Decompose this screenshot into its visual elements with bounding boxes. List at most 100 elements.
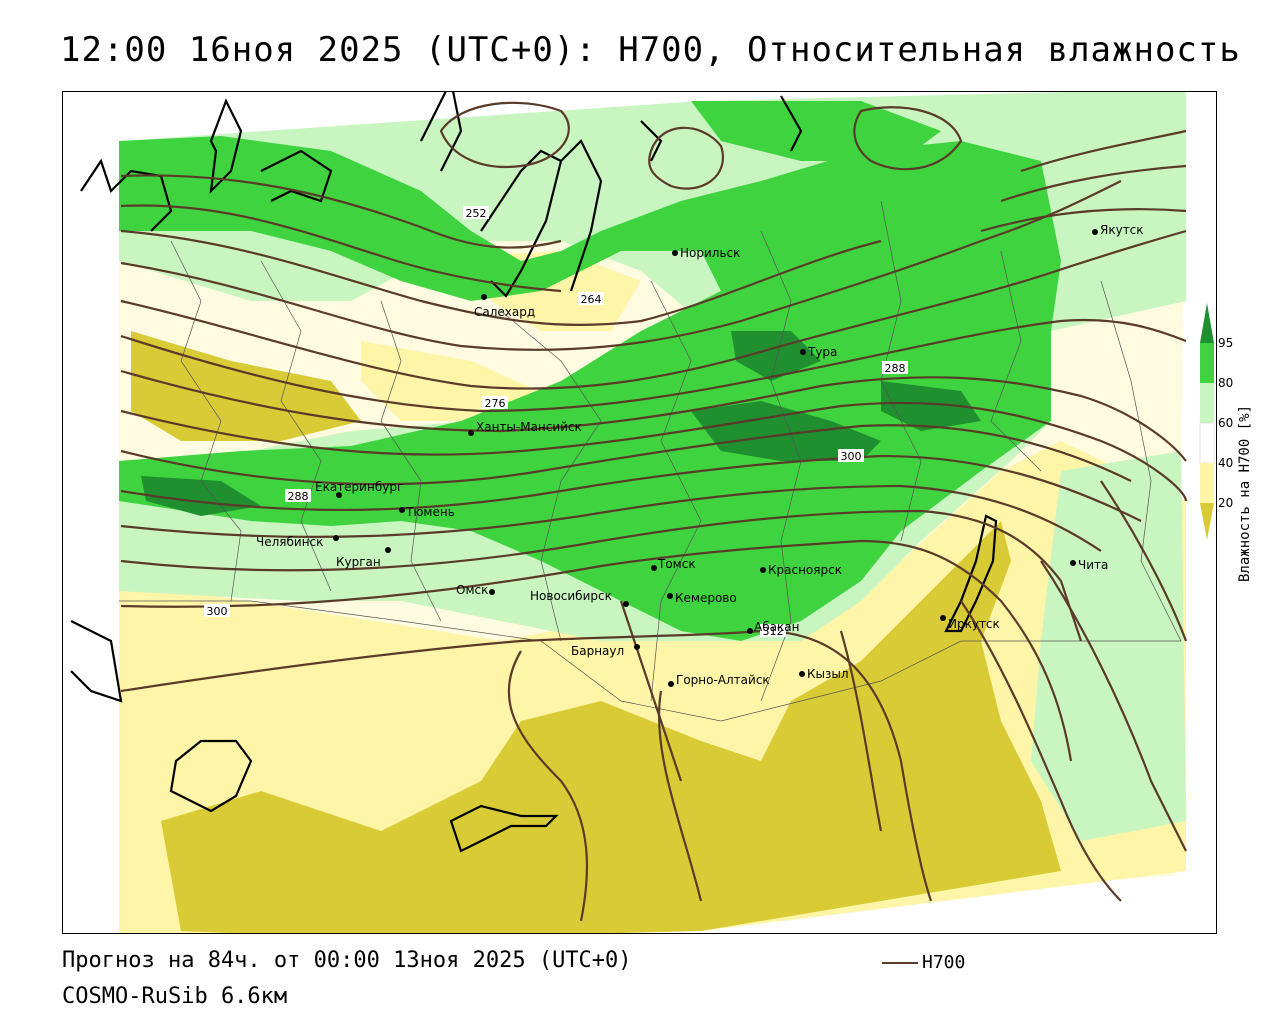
city-label: Екатеринбург bbox=[315, 480, 403, 494]
svg-text:288: 288 bbox=[885, 362, 906, 375]
legend-tick-80: 80 bbox=[1218, 376, 1233, 390]
h700-contour-line bbox=[120, 401, 1188, 502]
city-dot bbox=[336, 492, 342, 498]
h700-contour-line bbox=[1000, 164, 1187, 203]
coastlines bbox=[70, 92, 998, 853]
city-dot bbox=[667, 593, 673, 599]
h700-contour-line bbox=[960, 600, 1122, 902]
city-label: Чита bbox=[1078, 558, 1108, 572]
city-marker: Тюмень bbox=[399, 505, 455, 519]
city-marker: Томск bbox=[651, 557, 696, 571]
city-marker: Иркутск bbox=[940, 615, 1000, 631]
city-dot bbox=[651, 565, 657, 571]
city-label: Томск bbox=[657, 557, 696, 571]
h700-contour-line bbox=[120, 454, 1142, 522]
city-label: Курган bbox=[336, 555, 381, 569]
legend-swatch-80 bbox=[1200, 343, 1214, 383]
city-label: Красноярск bbox=[768, 563, 842, 577]
contour-label: 276 bbox=[482, 396, 508, 410]
svg-text:300: 300 bbox=[841, 450, 862, 463]
city-dot bbox=[385, 547, 391, 553]
city-marker: Ханты-Мансийск bbox=[468, 420, 582, 436]
contour-label: 288 bbox=[285, 489, 311, 503]
h700-contour-line bbox=[507, 650, 589, 922]
svg-text:264: 264 bbox=[581, 293, 602, 306]
h700-contour-line bbox=[120, 539, 1073, 762]
h700-contour-line bbox=[980, 208, 1187, 233]
city-marker: Горно-Алтайск bbox=[668, 673, 770, 687]
h700-contour-line bbox=[120, 424, 1132, 486]
legend-tick-40: 40 bbox=[1218, 456, 1233, 470]
city-dot bbox=[634, 644, 640, 650]
h700-contour-line bbox=[120, 174, 562, 249]
city-dot bbox=[940, 615, 946, 621]
contour-label: 252 bbox=[463, 206, 489, 220]
h700-contour-line bbox=[439, 101, 570, 168]
city-dot bbox=[333, 535, 339, 541]
city-marker: Новосибирск bbox=[530, 589, 629, 607]
city-label: Тура bbox=[807, 345, 837, 359]
h700-contour-line bbox=[648, 126, 724, 190]
legend-swatch-0 bbox=[1200, 503, 1214, 540]
humidity-zone-saturated bbox=[691, 401, 881, 461]
forecast-info: Прогноз на 84ч. от 00:00 13ноя 2025 (UTC… bbox=[62, 948, 632, 973]
city-label: Тюмень bbox=[405, 505, 455, 519]
city-label: Новосибирск bbox=[530, 589, 612, 603]
city-dot bbox=[800, 349, 806, 355]
city-dot bbox=[623, 601, 629, 607]
h700-contours bbox=[120, 101, 1188, 922]
contour-key-label: H700 bbox=[922, 952, 966, 973]
city-dot bbox=[799, 671, 805, 677]
humidity-zone-very-dry bbox=[161, 521, 1061, 933]
h700-contour-line bbox=[120, 204, 562, 293]
city-dot bbox=[468, 430, 474, 436]
city-label: Кемерово bbox=[675, 591, 737, 605]
humidity-zone-saturated bbox=[881, 381, 981, 431]
contour-label: 288 bbox=[882, 361, 908, 375]
city-marker: Барнаул bbox=[571, 644, 640, 658]
legend-tick-60: 60 bbox=[1218, 416, 1233, 430]
city-label: Иркутск bbox=[948, 617, 1000, 631]
h700-contour-line bbox=[120, 629, 933, 902]
city-dot bbox=[668, 681, 674, 687]
city-marker: Кызыл bbox=[799, 667, 849, 681]
h700-contour-line bbox=[120, 318, 1187, 413]
city-marker: Курган bbox=[336, 547, 391, 569]
h700-contour-line bbox=[839, 630, 883, 832]
city-label: Горно-Алтайск bbox=[676, 673, 770, 687]
city-marker: Норильск bbox=[672, 246, 740, 260]
contour-labels: 252 264 276 288 288 300 300 312 bbox=[204, 206, 908, 638]
city-label: Норильск bbox=[680, 246, 740, 260]
city-marker: Омск bbox=[456, 583, 495, 597]
contour-label: 264 bbox=[578, 292, 604, 306]
city-marker: Челябинск bbox=[256, 535, 339, 549]
model-name: COSMO-RuSib 6.6км bbox=[62, 984, 288, 1009]
city-dot bbox=[760, 567, 766, 573]
city-dot bbox=[1070, 560, 1076, 566]
city-label: Кызыл bbox=[807, 667, 849, 681]
svg-text:312: 312 bbox=[763, 625, 784, 638]
city-markers: Салехард Норильск Якутск Тура Ханты-Мансийск… bbox=[256, 223, 1144, 687]
city-dot bbox=[1092, 229, 1098, 235]
svg-text:276: 276 bbox=[485, 397, 506, 410]
city-dot bbox=[481, 294, 487, 300]
map-area: 252 264 276 288 288 300 300 312 Салехард Норильс… bbox=[62, 91, 1217, 934]
map-title: 12:00 16ноя 2025 (UTC+0): H700, Относите… bbox=[60, 30, 1241, 70]
city-label: Челябинск bbox=[256, 535, 323, 549]
h700-contour-line bbox=[853, 106, 963, 171]
svg-text:300: 300 bbox=[207, 605, 228, 618]
humidity-zone-saturated bbox=[731, 331, 821, 381]
h700-contour-line bbox=[1020, 129, 1187, 173]
h700-contour-line bbox=[120, 180, 1122, 351]
city-marker: Абакан bbox=[747, 620, 799, 634]
h700-contour-line bbox=[120, 369, 1187, 462]
city-marker: Якутск bbox=[1092, 223, 1144, 237]
h700-contour-line bbox=[120, 229, 882, 327]
legend-title: Влажность на H700 [%] bbox=[1237, 404, 1253, 582]
h700-contour-line bbox=[1100, 480, 1188, 642]
city-label: Абакан bbox=[754, 620, 799, 634]
city-marker: Салехард bbox=[474, 294, 535, 319]
h700-contour-line bbox=[120, 229, 1187, 390]
legend-tick-20: 20 bbox=[1218, 496, 1233, 510]
city-label: Салехард bbox=[474, 305, 535, 319]
